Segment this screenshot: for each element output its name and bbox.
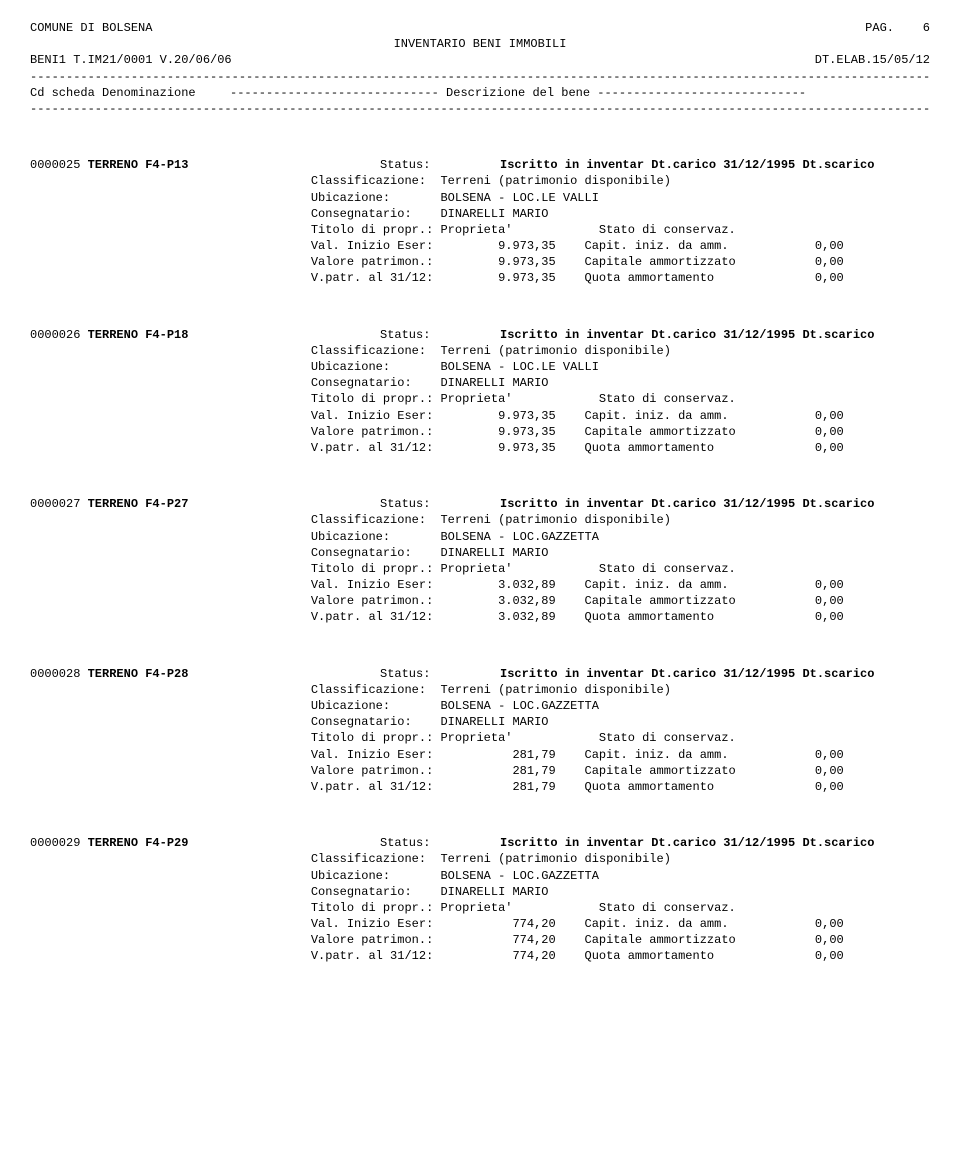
record-header: 0000028 TERRENO F4-P28Status:Iscritto in…: [30, 666, 930, 682]
record-line: V.patr. al 31/12: 9.973,35 Quota ammorta…: [30, 440, 930, 456]
record-line: Classificazione: Terreni (patrimonio dis…: [30, 851, 930, 867]
record-line: V.patr. al 31/12: 3.032,89 Quota ammorta…: [30, 609, 930, 625]
record-line: Ubicazione: BOLSENA - LOC.GAZZETTA: [30, 868, 930, 884]
record-line: Consegnatario: DINARELLI MARIO: [30, 884, 930, 900]
record-line: Titolo di propr.: Proprieta' Stato di co…: [30, 222, 930, 238]
record-line: V.patr. al 31/12: 774,20 Quota ammortame…: [30, 948, 930, 964]
record-line: Titolo di propr.: Proprieta' Stato di co…: [30, 391, 930, 407]
status-value: Iscritto in inventar Dt.carico 31/12/199…: [500, 666, 874, 682]
org-name: COMUNE DI BOLSENA: [30, 20, 152, 36]
record: 0000027 TERRENO F4-P27Status:Iscritto in…: [30, 496, 930, 626]
record-line: Classificazione: Terreni (patrimonio dis…: [30, 682, 930, 698]
record-line: Ubicazione: BOLSENA - LOC.LE VALLI: [30, 359, 930, 375]
record-name: TERRENO F4-P29: [88, 836, 189, 850]
header-line3: BENI1 T.IM21/0001 V.20/06/06 DT.ELAB.15/…: [30, 52, 930, 68]
header-line2: INVENTARIO BENI IMMOBILI: [30, 36, 930, 52]
status-label: Status:: [380, 157, 500, 173]
record-line: Consegnatario: DINARELLI MARIO: [30, 545, 930, 561]
record-line: Titolo di propr.: Proprieta' Stato di co…: [30, 730, 930, 746]
record-line: Val. Inizio Eser: 281,79 Capit. iniz. da…: [30, 747, 930, 763]
divider: ----------------------------------------…: [30, 69, 930, 85]
report-title: INVENTARIO BENI IMMOBILI: [290, 36, 670, 52]
record: 0000029 TERRENO F4-P29Status:Iscritto in…: [30, 835, 930, 965]
page-indicator: PAG. 6: [865, 20, 930, 36]
records-container: 0000025 TERRENO F4-P13Status:Iscritto in…: [30, 157, 930, 965]
status-label: Status:: [380, 666, 500, 682]
header-right2: DT.ELAB.15/05/12: [815, 52, 930, 68]
col-left: Cd scheda Denominazione: [30, 85, 230, 101]
record-header: 0000029 TERRENO F4-P29Status:Iscritto in…: [30, 835, 930, 851]
page-label: PAG.: [865, 21, 894, 35]
record-line: V.patr. al 31/12: 9.973,35 Quota ammorta…: [30, 270, 930, 286]
record-name: TERRENO F4-P18: [88, 328, 189, 342]
record-name: TERRENO F4-P13: [88, 158, 189, 172]
record-line: V.patr. al 31/12: 281,79 Quota ammortame…: [30, 779, 930, 795]
status-label: Status:: [380, 496, 500, 512]
record-id: 0000027 TERRENO F4-P27: [30, 496, 380, 512]
record-line: Val. Inizio Eser: 774,20 Capit. iniz. da…: [30, 916, 930, 932]
record-line: Valore patrimon.: 9.973,35 Capitale ammo…: [30, 254, 930, 270]
record-id: 0000029 TERRENO F4-P29: [30, 835, 380, 851]
record-line: Val. Inizio Eser: 9.973,35 Capit. iniz. …: [30, 408, 930, 424]
record-line: Ubicazione: BOLSENA - LOC.GAZZETTA: [30, 698, 930, 714]
record-line: Valore patrimon.: 281,79 Capitale ammort…: [30, 763, 930, 779]
status-label: Status:: [380, 835, 500, 851]
status-value: Iscritto in inventar Dt.carico 31/12/199…: [500, 835, 874, 851]
record-line: Consegnatario: DINARELLI MARIO: [30, 206, 930, 222]
page-number: 6: [923, 21, 930, 35]
record-id: 0000028 TERRENO F4-P28: [30, 666, 380, 682]
record: 0000026 TERRENO F4-P18Status:Iscritto in…: [30, 327, 930, 457]
record-line: Classificazione: Terreni (patrimonio dis…: [30, 512, 930, 528]
col-desc: ----------------------------- Descrizion…: [230, 85, 806, 101]
spacer: [30, 36, 290, 52]
header-left2: BENI1 T.IM21/0001 V.20/06/06: [30, 52, 232, 68]
record-name: TERRENO F4-P28: [88, 667, 189, 681]
divider: ----------------------------------------…: [30, 101, 930, 117]
record-line: Valore patrimon.: 3.032,89 Capitale ammo…: [30, 593, 930, 609]
record-line: Classificazione: Terreni (patrimonio dis…: [30, 343, 930, 359]
column-header: Cd scheda Denominazione ----------------…: [30, 85, 930, 101]
status-value: Iscritto in inventar Dt.carico 31/12/199…: [500, 496, 874, 512]
spacer: [670, 36, 930, 52]
record-header: 0000026 TERRENO F4-P18Status:Iscritto in…: [30, 327, 930, 343]
record-line: Titolo di propr.: Proprieta' Stato di co…: [30, 900, 930, 916]
status-value: Iscritto in inventar Dt.carico 31/12/199…: [500, 157, 874, 173]
record-header: 0000027 TERRENO F4-P27Status:Iscritto in…: [30, 496, 930, 512]
status-value: Iscritto in inventar Dt.carico 31/12/199…: [500, 327, 874, 343]
record-line: Titolo di propr.: Proprieta' Stato di co…: [30, 561, 930, 577]
record-line: Valore patrimon.: 9.973,35 Capitale ammo…: [30, 424, 930, 440]
record-id: 0000025 TERRENO F4-P13: [30, 157, 380, 173]
record-line: Classificazione: Terreni (patrimonio dis…: [30, 173, 930, 189]
record-header: 0000025 TERRENO F4-P13Status:Iscritto in…: [30, 157, 930, 173]
record-name: TERRENO F4-P27: [88, 497, 189, 511]
record-line: Ubicazione: BOLSENA - LOC.GAZZETTA: [30, 529, 930, 545]
record-id: 0000026 TERRENO F4-P18: [30, 327, 380, 343]
record-line: Val. Inizio Eser: 3.032,89 Capit. iniz. …: [30, 577, 930, 593]
status-label: Status:: [380, 327, 500, 343]
record-line: Consegnatario: DINARELLI MARIO: [30, 375, 930, 391]
record-line: Val. Inizio Eser: 9.973,35 Capit. iniz. …: [30, 238, 930, 254]
record: 0000028 TERRENO F4-P28Status:Iscritto in…: [30, 666, 930, 796]
record: 0000025 TERRENO F4-P13Status:Iscritto in…: [30, 157, 930, 287]
record-line: Valore patrimon.: 774,20 Capitale ammort…: [30, 932, 930, 948]
record-line: Ubicazione: BOLSENA - LOC.LE VALLI: [30, 190, 930, 206]
record-line: Consegnatario: DINARELLI MARIO: [30, 714, 930, 730]
header-line1: COMUNE DI BOLSENA PAG. 6: [30, 20, 930, 36]
